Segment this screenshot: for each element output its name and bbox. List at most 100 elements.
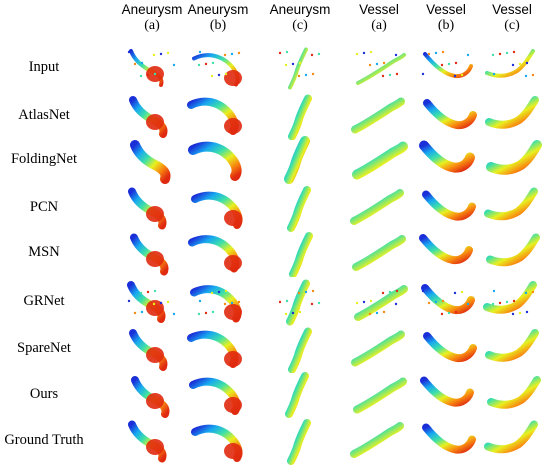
noise-point [311, 289, 315, 293]
noise-point [505, 300, 509, 304]
shape-cell [267, 417, 333, 465]
shape-cell [119, 371, 185, 419]
shape-cell [413, 184, 479, 232]
shape-cell [346, 325, 412, 373]
point-cloud-shape [485, 49, 535, 78]
point-cloud-shape [419, 234, 473, 265]
point-cloud-shape [351, 97, 405, 134]
point-cloud-shape [287, 419, 311, 465]
column-header-name: Aneurysm [121, 2, 183, 17]
noise-point [512, 299, 516, 303]
shape-body [350, 422, 404, 458]
noise-point [152, 302, 156, 306]
point-cloud-shape [422, 190, 476, 221]
noise-point [133, 311, 137, 315]
shape-body [419, 234, 473, 265]
shape-body [486, 233, 540, 267]
aneurysm-blob [224, 210, 242, 226]
column-header-name: Aneurysm [269, 2, 331, 17]
noise-point [524, 74, 528, 78]
noise-point [511, 63, 515, 67]
shape-cell [479, 278, 545, 326]
shape-body [485, 96, 539, 129]
shape-cell [119, 44, 185, 92]
point-cloud-shape [487, 376, 541, 409]
shape-body [352, 141, 408, 180]
noise-point [382, 310, 386, 314]
point-cloud-shape [191, 424, 243, 462]
shape-body [484, 187, 538, 221]
point-cloud-shape [423, 332, 477, 363]
column-header-6: Vessel (c) [472, 2, 550, 34]
noise-point [491, 53, 495, 57]
shape-body [288, 47, 308, 90]
noise-point [284, 63, 288, 67]
noise-point [310, 53, 314, 57]
noise-point [498, 52, 502, 56]
noise-point [310, 302, 314, 306]
shape-cell [413, 229, 479, 277]
noise-point [369, 50, 373, 54]
point-cloud-shape [420, 376, 474, 407]
column-header-sub: (b) [209, 18, 227, 33]
noise-point [198, 50, 202, 54]
noise-point [198, 299, 202, 303]
shape-cell [346, 417, 412, 465]
shape-body [423, 52, 473, 79]
noise-point [152, 53, 156, 57]
noise-point [460, 73, 464, 77]
shape-body [289, 232, 313, 277]
shape-cell [413, 371, 479, 419]
shape-body [420, 376, 474, 407]
noise-point [381, 74, 385, 78]
point-cloud-shape [128, 187, 167, 230]
noise-point [518, 311, 522, 315]
shape-cell [185, 92, 251, 140]
shape-cell [119, 417, 185, 465]
noise-point [355, 52, 359, 56]
noise-point [237, 300, 241, 304]
point-cloud-shape [188, 141, 242, 181]
aneurysm-blob [146, 206, 164, 222]
shape-body [356, 53, 406, 85]
noise-point [453, 74, 457, 78]
point-cloud-shape [288, 94, 312, 140]
shape-body [288, 94, 312, 140]
noise-point [453, 291, 457, 295]
shape-body [421, 284, 475, 315]
point-cloud-shape [278, 279, 321, 326]
noise-point [531, 73, 535, 77]
point-cloud-shape [350, 189, 404, 225]
noise-point [511, 312, 515, 316]
row-label-2: AtlasNet [18, 107, 70, 123]
row-label-8: Ours [29, 386, 59, 402]
shape-body [353, 377, 407, 414]
noise-point [291, 311, 295, 315]
noise-point [197, 63, 201, 67]
point-cloud-shape [352, 235, 406, 271]
noise-point [368, 312, 372, 316]
noise-point [153, 72, 157, 76]
noise-point [159, 301, 163, 305]
shape-body [351, 97, 405, 134]
shape-cell [267, 184, 333, 232]
shape-cell [346, 229, 412, 277]
noise-point [369, 299, 373, 303]
noise-point [298, 61, 302, 65]
point-cloud-shape [484, 420, 538, 454]
noise-point [382, 61, 386, 65]
point-cloud-shape [190, 285, 242, 323]
shape-body [419, 140, 475, 173]
noise-point [505, 51, 509, 55]
point-cloud-shape [131, 376, 170, 418]
shape-cell [346, 184, 412, 232]
shape-cell [479, 44, 545, 92]
noise-point [362, 300, 366, 304]
shape-body [354, 285, 408, 321]
point-cloud-shape [352, 141, 408, 180]
point-cloud-shape [285, 372, 309, 418]
noise-point [127, 299, 131, 303]
point-cloud-shape [483, 281, 537, 316]
shape-cell [185, 44, 251, 92]
